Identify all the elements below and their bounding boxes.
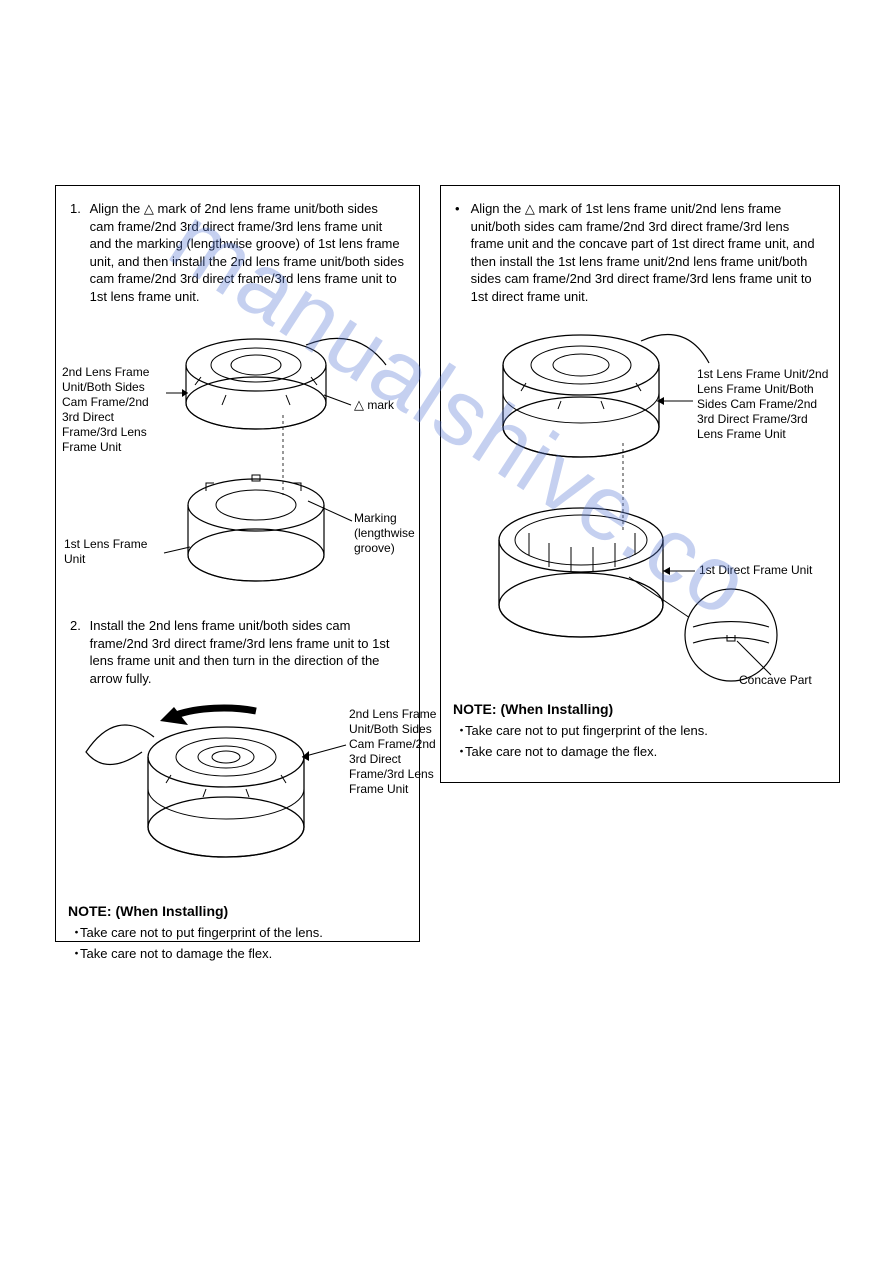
- label-mark-text: mark: [364, 398, 394, 412]
- label-triangle-mark: △ mark: [354, 397, 394, 413]
- right-step-1: • Align the △ mark of 1st lens frame uni…: [441, 186, 839, 311]
- right-column-box: • Align the △ mark of 1st lens frame uni…: [440, 185, 840, 783]
- step-text: Align the △ mark of 2nd lens frame unit/…: [90, 200, 405, 305]
- note-text: Take care not to damage the flex.: [80, 946, 272, 961]
- right-diagram: 1st Lens Frame Unit/2nd Lens Frame Unit/…: [441, 315, 839, 695]
- step-number: 1.: [70, 200, 86, 218]
- note-text: Take care not to put fingerprint of the …: [465, 723, 708, 738]
- label-concave-part: Concave Part: [739, 673, 812, 688]
- label-marking: Marking (lengthwise groove): [354, 511, 424, 556]
- label-1st-lens-frame: 1st Lens Frame Unit: [64, 537, 164, 567]
- step-text-pre: Align the: [471, 201, 525, 216]
- step-text: Install the 2nd lens frame unit/both sid…: [90, 617, 405, 687]
- bullet-dot: ・: [455, 741, 465, 760]
- page: manualshive.co 1. Align the △ mark of 2n…: [0, 0, 893, 1263]
- bullet-dot: ・: [70, 943, 80, 962]
- bullet-dot: •: [455, 200, 467, 218]
- note-text: Take care not to damage the flex.: [465, 744, 657, 759]
- note-line-2: ・Take care not to damage the flex.: [56, 942, 419, 972]
- step-text-pre: Align the: [90, 201, 144, 216]
- step-text-post: mark of 2nd lens frame unit/both sides c…: [90, 201, 404, 304]
- left-column-box: 1. Align the △ mark of 2nd lens frame un…: [55, 185, 420, 942]
- left-diagram-2: 2nd Lens Frame Unit/Both Sides Cam Frame…: [56, 697, 419, 897]
- left-step-1: 1. Align the △ mark of 2nd lens frame un…: [56, 186, 419, 311]
- note-title: NOTE: (When Installing): [56, 897, 419, 921]
- note-line-2: ・Take care not to damage the flex.: [441, 740, 839, 770]
- label-1st-lens-frame-unit: 1st Lens Frame Unit/2nd Lens Frame Unit/…: [697, 367, 837, 442]
- step-number: 2.: [70, 617, 86, 635]
- note-line-1: ・Take care not to put fingerprint of the…: [441, 719, 839, 740]
- bullet-dot: ・: [70, 922, 80, 941]
- note-text: Take care not to put fingerprint of the …: [80, 925, 323, 940]
- triangle-glyph: △: [525, 201, 535, 216]
- bullet-dot: ・: [455, 720, 465, 739]
- label-2nd-lens-frame: 2nd Lens Frame Unit/Both Sides Cam Frame…: [62, 365, 164, 455]
- left-step-2: 2. Install the 2nd lens frame unit/both …: [56, 603, 419, 693]
- note-title: NOTE: (When Installing): [441, 695, 839, 719]
- label-1st-direct-frame: 1st Direct Frame Unit: [699, 563, 839, 578]
- triangle-glyph: △: [144, 201, 154, 216]
- left-diagram-1: 2nd Lens Frame Unit/Both Sides Cam Frame…: [56, 315, 419, 603]
- step-text: Align the △ mark of 1st lens frame unit/…: [471, 200, 825, 305]
- note-line-1: ・Take care not to put fingerprint of the…: [56, 921, 419, 942]
- step-text-post: mark of 1st lens frame unit/2nd lens fra…: [471, 201, 815, 304]
- label-2nd-lens-frame-assembled: 2nd Lens Frame Unit/Both Sides Cam Frame…: [349, 707, 447, 797]
- triangle-glyph: △: [354, 397, 364, 412]
